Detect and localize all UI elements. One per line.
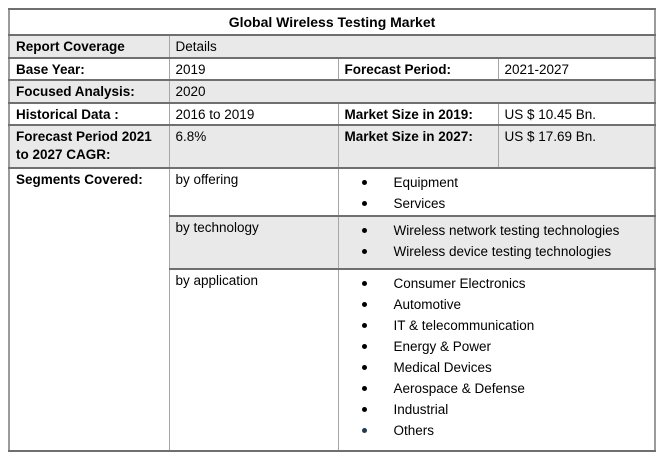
list-item: Consumer Electronics [345,273,651,294]
bullet-list-technology: Wireless network testing technologies Wi… [345,220,651,262]
table-row-segments-technology: by technology Wireless network testing t… [9,215,656,271]
bullet-item-label: Medical Devices [393,360,492,376]
segment-group-name-application: by application [168,268,339,452]
list-item: Medical Devices [345,357,651,378]
list-item: Aerospace & Defense [345,378,651,399]
list-item: Others [345,420,651,441]
bullet-icon [361,249,367,255]
forecast-period-value: 2021-2027 [497,56,656,82]
market-size-2027-label: Market Size in 2027: [337,124,499,170]
table-row-focused-analysis: Focused Analysis: 2020 [8,79,656,104]
bullet-icon [361,344,367,350]
list-item: Industrial [345,399,651,420]
bullet-icon [361,201,367,207]
bullet-item-label: Services [393,196,446,212]
segment-items-application: Consumer Electronics Automotive IT & tel… [337,268,656,452]
list-item: Automotive [345,294,651,315]
bullet-item-label: Wireless network testing technologies [393,223,620,239]
market-report-table: Global Wireless Testing Market Report Co… [8,7,656,452]
bullet-item-label: Aerospace & Defense [393,381,525,397]
forecast-period-label: Forecast Period: [337,56,499,82]
bullet-item-label: Energy & Power [393,339,492,355]
bullet-icon [361,428,367,434]
list-item: IT & telecommunication [345,315,651,336]
bullet-item-label: Others [393,423,435,439]
list-item: Energy & Power [345,336,651,357]
bullet-icon [361,228,367,234]
focused-analysis-label: Focused Analysis: [8,79,170,104]
base-year-label: Base Year: [8,56,170,82]
table-row-base-year: Base Year: 2019 Forecast Period: 2021-20… [8,56,656,82]
bullet-list-offering: Equipment Services [345,172,651,214]
bullet-icon [361,386,367,392]
list-item: Wireless device testing technologies [345,241,651,262]
bullet-icon [361,281,367,287]
bullet-icon [361,407,367,413]
market-size-2027-value: US $ 17.69 Bn. [497,124,656,170]
table-row-segments-offering: Segments Covered: by offering Equipment … [8,167,656,452]
cagr-value: 6.8% [168,124,339,170]
report-coverage-label: Report Coverage [8,34,170,59]
bullet-item-label: Equipment [393,175,459,191]
segment-items-technology: Wireless network testing technologies Wi… [337,215,656,271]
bullet-icon [361,365,367,371]
list-item: Equipment [345,172,651,193]
list-item: Services [345,193,651,214]
market-size-2019-label: Market Size in 2019: [337,101,499,127]
bullet-item-label: IT & telecommunication [393,318,535,334]
table-row-cagr: Forecast Period 2021 to 2027 CAGR: 6.8% … [8,124,656,170]
bullet-item-label: Industrial [393,402,449,418]
bullet-item-label: Wireless device testing technologies [393,244,612,260]
base-year-value: 2019 [168,56,339,82]
page-title: Global Wireless Testing Market [8,7,656,37]
table-row-segments-application: by application Consumer Electronics Auto… [9,268,656,452]
bullet-item-label: Consumer Electronics [393,276,526,292]
market-size-2019-value: US $ 10.45 Bn. [497,101,656,127]
bullet-icon [361,302,367,308]
bullet-list-application: Consumer Electronics Automotive IT & tel… [345,273,651,441]
segments-covered-label: Segments Covered: [8,167,170,452]
segment-group-name-technology: by technology [168,215,339,271]
cagr-label: Forecast Period 2021 to 2027 CAGR: [8,124,170,170]
historical-data-label: Historical Data : [8,101,170,127]
table-row-title: Global Wireless Testing Market [8,7,656,37]
bullet-item-label: Automotive [393,297,462,313]
report-coverage-value: Details [168,34,656,59]
bullet-icon [361,180,367,186]
focused-analysis-value: 2020 [168,79,656,104]
historical-data-value: 2016 to 2019 [168,101,339,127]
segment-items-offering: Equipment Services [337,167,656,218]
table-row-historical-data: Historical Data : 2016 to 2019 Market Si… [8,101,656,127]
segment-group-name-offering: by offering [168,167,339,218]
bullet-icon [361,323,367,329]
list-item: Wireless network testing technologies [345,220,651,241]
table-row-report-coverage: Report Coverage Details [8,34,656,59]
